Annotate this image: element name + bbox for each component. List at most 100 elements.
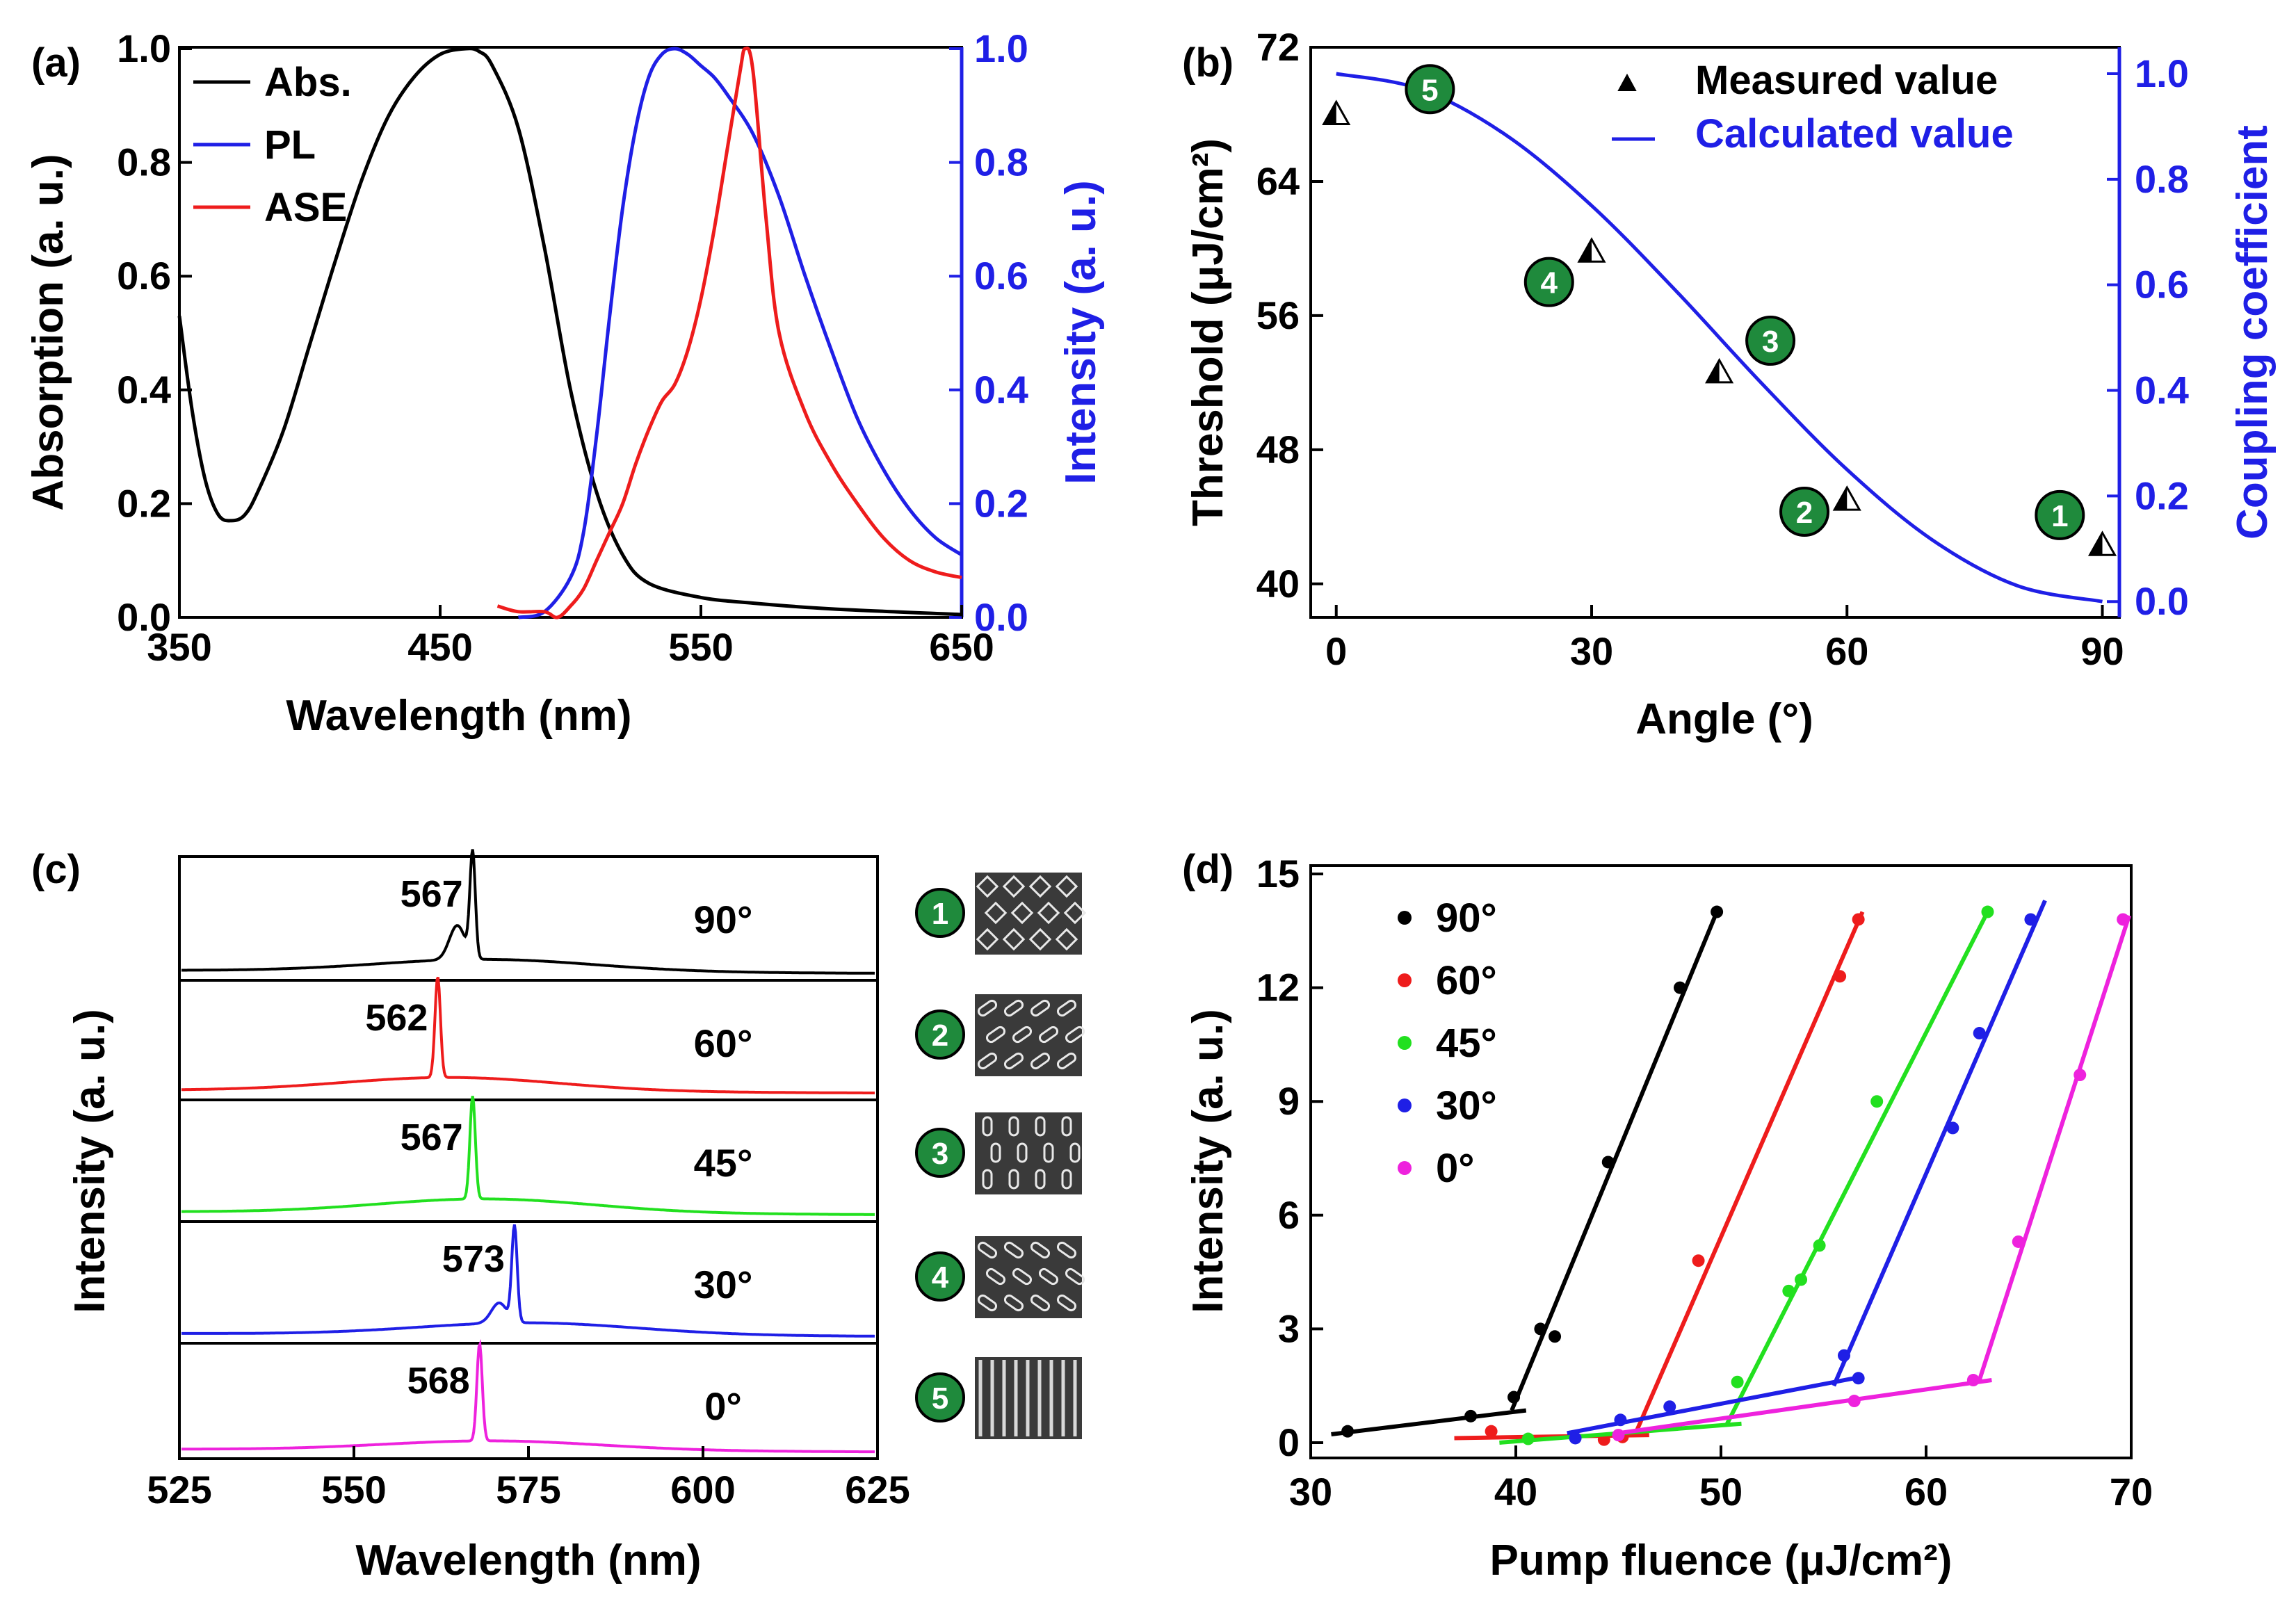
panel-d-point (1795, 1273, 1808, 1286)
panel-c-badge-2-text: 2 (932, 1019, 948, 1053)
panel-c-ticks: 525 550 575 600 625 (147, 1446, 910, 1511)
panel-d-point (1569, 1432, 1582, 1445)
panel-b-label: (b) (1182, 40, 1234, 86)
panel-c-badge-1-text: 1 (932, 897, 948, 931)
sem-feature (1002, 875, 1026, 898)
panel-b-legend: Measured value Calculated value (1612, 58, 2014, 156)
sem-feature (1010, 901, 1034, 925)
panel-d-point (1782, 1284, 1795, 1297)
panel-d-fit-line (1331, 1408, 1527, 1436)
panel-d-point (2117, 913, 2130, 926)
panel-d-legend-marker (1398, 1161, 1412, 1175)
panel-d-ytick-label: 0 (1278, 1420, 1300, 1464)
panel-a-ytick-left-label: 0.6 (117, 254, 171, 298)
panel-b-xtick-label: 60 (1825, 629, 1868, 673)
sem-feature (1003, 1241, 1024, 1259)
panel-d-point (1848, 1395, 1861, 1408)
panel-b-xtick-label: 30 (1570, 629, 1613, 673)
sem-feature (1030, 1052, 1051, 1070)
panel-a-xlabel: Wavelength (nm) (286, 692, 631, 740)
sem-feature (1037, 901, 1060, 925)
sem-feature (1017, 1142, 1028, 1163)
sem-feature (985, 1267, 1006, 1286)
panel-d-point (2073, 1069, 2087, 1082)
panel-d-label: (d) (1182, 847, 1234, 892)
panel-d-point (1834, 970, 1847, 983)
panel-a-xtick-label: 450 (407, 625, 472, 669)
legend-calculated-label: Calculated value (1695, 111, 2014, 156)
panel-a-ytick-right-label: 0.2 (974, 481, 1028, 525)
sem-feature (1003, 1294, 1024, 1312)
sem-feature (1003, 999, 1024, 1017)
panel-c-badge-4: 4 (915, 1251, 965, 1302)
panel-c-row: 573 30° (178, 1220, 879, 1345)
panel-c-row-frame (178, 1099, 879, 1223)
panel-a-ytick-right-label: 0.0 (974, 595, 1028, 639)
panel-b-ytick-right-label: 0.4 (2135, 368, 2189, 412)
panel-d-point (1663, 1400, 1676, 1413)
sem-feature (1069, 1142, 1081, 1163)
panel-c-angle-label: 60° (694, 1021, 753, 1065)
panel-a-ytick-right-label: 0.6 (974, 254, 1028, 298)
panel-d-fit-line (1567, 1376, 1855, 1436)
panel-d-ytick-label: 12 (1256, 966, 1300, 1010)
panel-b-badge-2-text: 2 (1796, 496, 1813, 530)
sem-image (975, 1112, 1082, 1194)
sem-feature (1030, 1241, 1051, 1259)
panel-b-badge-3: 3 (1745, 316, 1796, 366)
panel-c-badge-4-circle (915, 1251, 965, 1302)
panel-d-ytick-label: 3 (1278, 1306, 1300, 1350)
sem-feature (1038, 1026, 1059, 1044)
panel-d-fit-line (1977, 915, 2131, 1381)
panel-b-measured-point (1322, 99, 1351, 125)
panel-a-ytick-right-label: 0.4 (974, 368, 1028, 412)
panel-b-badge-4-circle (1523, 257, 1574, 307)
panel-d-fit-line (1618, 1378, 1992, 1436)
panel-d-point (1485, 1425, 1498, 1438)
panel-b-measured-point (1577, 237, 1606, 263)
panel-a-curve-pl (517, 47, 963, 619)
panel-b-measured-point (1832, 485, 1861, 511)
panel-d-legend-label: 60° (1436, 958, 1497, 1003)
panel-d-legend-label: 0° (1436, 1146, 1474, 1191)
sem-feature (976, 875, 999, 898)
sem-feature (1065, 1026, 1085, 1044)
panel-d-ytick-label: 15 (1256, 852, 1300, 895)
panel-d-series (1612, 913, 2131, 1442)
panel-a-curve-ase (496, 46, 962, 619)
panel-a-ytick-left-label: 1.0 (117, 26, 171, 70)
panel-c-xtick-label: 550 (321, 1468, 386, 1511)
panel-c-inset: 5 (915, 1357, 1082, 1439)
sem-feature (1063, 901, 1087, 925)
panel-b-badge-3-circle (1745, 316, 1796, 366)
panel-d-fit-line (1633, 911, 1865, 1436)
panel-b-ytick-left-label: 72 (1256, 25, 1300, 69)
sem-feature (1055, 927, 1078, 951)
panel-d-ytick-label: 6 (1278, 1193, 1300, 1237)
panel-c-xtick-label: 625 (845, 1468, 909, 1511)
panel-b-ytick-left-label: 48 (1256, 428, 1300, 471)
sem-feature (1008, 1116, 1019, 1137)
panel-d-frame (1309, 864, 2133, 1459)
sem-feature (984, 901, 1008, 925)
panel-d-xlabel: Pump fluence (μJ/cm²) (1490, 1537, 1953, 1584)
panel-d-point (2012, 1235, 2025, 1248)
panel-d-point (1601, 1156, 1615, 1169)
panel-c-row-frame (178, 1220, 879, 1345)
panel-a-legend: Abs. PL ASE (193, 60, 352, 230)
panel-c-peak-label: 567 (401, 1117, 463, 1158)
panel-a-ytick-right-label: 0.8 (974, 140, 1028, 184)
sem-feature (977, 1241, 998, 1259)
panel-d-point (1521, 1432, 1535, 1445)
panel-c-row: 567 45° (178, 1096, 879, 1223)
panel-d-legend-label: 30° (1436, 1083, 1497, 1128)
sem-feature (1028, 927, 1052, 951)
panel-b-badge-4-text: 4 (1541, 266, 1558, 300)
panel-b-xlabel: Angle (°) (1635, 695, 1813, 743)
panel-c-badge-3-circle (915, 1128, 965, 1178)
sem-feature (1028, 875, 1052, 898)
panel-d-ylabel: Intensity (a. u.) (1184, 1009, 1232, 1313)
panel-c: (c) 567 90° 562 60° 567 45° 573 30° 568 0° 525 550… (31, 847, 1087, 1584)
panel-c-badge-4-text: 4 (932, 1261, 949, 1295)
panel-c-spectrum (181, 1096, 875, 1216)
